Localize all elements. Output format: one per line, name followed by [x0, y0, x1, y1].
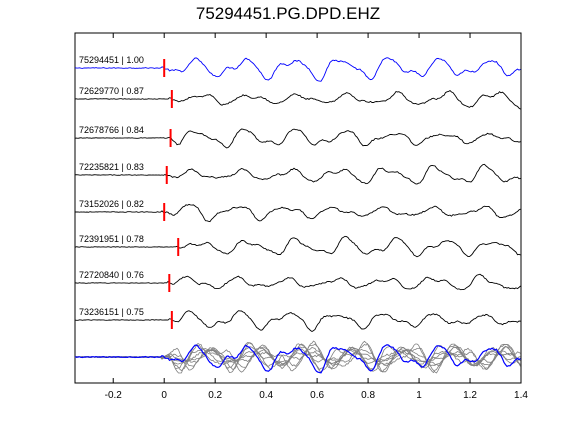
trace: 72391951 | 0.78	[74, 234, 521, 258]
x-tick-label: 0.8	[361, 390, 375, 401]
x-tick-label: 1	[416, 390, 422, 401]
trace: 75294451 | 1.00	[74, 55, 521, 82]
trace-waveform	[74, 90, 521, 110]
trace-waveform	[75, 203, 521, 223]
plot-frame	[74, 32, 522, 384]
trace: 72629770 | 0.87	[74, 86, 521, 110]
chart-title: 75294451.PG.DPD.EHZ	[195, 4, 381, 23]
trace-waveform	[74, 163, 521, 185]
trace: 72720840 | 0.76	[74, 270, 521, 292]
trace-label: 75294451 | 1.00	[79, 55, 144, 65]
x-tick-label: 0	[161, 390, 167, 401]
trace-label: 72720840 | 0.76	[79, 270, 144, 280]
trace: 73236151 | 0.75	[74, 307, 521, 333]
trace-waveform	[74, 57, 521, 82]
trace-waveform	[74, 235, 521, 258]
trace: 73152026 | 0.82	[75, 199, 521, 223]
trace-group: 75294451 | 1.00 72629770 | 0.87 72678766 |…	[74, 55, 521, 333]
trace-label: 72391951 | 0.78	[79, 234, 144, 244]
x-tick-label: 0.4	[259, 390, 273, 401]
stack-reference-trace	[74, 344, 521, 374]
trace: 72235821 | 0.83	[74, 162, 521, 185]
x-tick-label: 1.4	[514, 390, 528, 401]
trace-label: 72235821 | 0.83	[79, 162, 144, 172]
trace-label: 73236151 | 0.75	[79, 307, 144, 317]
x-tick-label: 1.2	[463, 390, 477, 401]
stack-overlay	[74, 340, 521, 374]
trace-label: 72678766 | 0.84	[79, 125, 144, 135]
x-tick-label: -0.2	[105, 390, 123, 401]
trace-waveform	[74, 128, 521, 149]
x-tick-label: 0.2	[208, 390, 222, 401]
trace: 72678766 | 0.84	[74, 125, 521, 149]
x-axis: -0.2 0 0.2 0.4 0.6 0.8 1 1.2 1.4	[105, 33, 528, 401]
trace-label: 72629770 | 0.87	[79, 86, 144, 96]
x-tick-label: 0.6	[310, 390, 324, 401]
trace-waveform	[74, 273, 521, 291]
trace-label: 73152026 | 0.82	[79, 199, 144, 209]
trace-waveform	[74, 310, 521, 333]
